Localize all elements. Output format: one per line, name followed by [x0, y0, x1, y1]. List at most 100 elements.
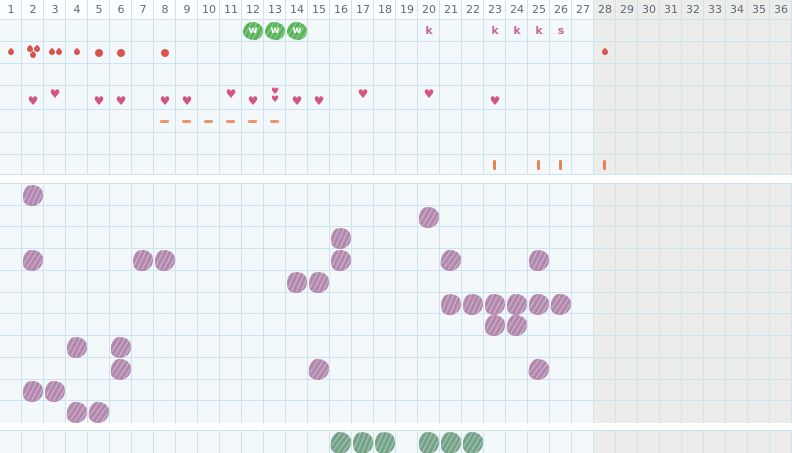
letter-mark[interactable]: k — [425, 24, 433, 37]
day-header-cell: 12 — [246, 3, 260, 16]
fertile-blob[interactable] — [329, 431, 353, 453]
heart-mark[interactable]: ♥ — [357, 87, 369, 101]
w-badge-label: w — [292, 24, 302, 37]
dash-mark[interactable] — [226, 120, 235, 123]
day-header-cell: 3 — [51, 3, 59, 16]
day-header-cell: 5 — [95, 3, 103, 16]
fertile-blob[interactable] — [351, 431, 375, 453]
day-header-cell: 23 — [488, 3, 502, 16]
cervix-w-badge[interactable]: w — [264, 21, 286, 41]
heart-mark[interactable]: ♥ — [159, 94, 171, 108]
observation-blob[interactable] — [88, 401, 110, 423]
observation-blob[interactable] — [528, 293, 550, 315]
w-badge-label: w — [248, 24, 258, 37]
heart-mark[interactable]: ♥ — [27, 94, 39, 108]
heart-mark[interactable]: ♥ — [313, 94, 325, 108]
letter-mark[interactable]: k — [491, 24, 499, 37]
observation-blob[interactable] — [330, 227, 352, 249]
observation-blob[interactable] — [110, 336, 132, 358]
observation-blob[interactable] — [132, 249, 154, 271]
observation-blob[interactable] — [484, 314, 506, 336]
observation-blob[interactable] — [462, 293, 484, 315]
day-header-cell: 22 — [466, 3, 480, 16]
observation-blob[interactable] — [527, 357, 551, 381]
heart-mark[interactable]: ♥ — [489, 94, 501, 108]
heart-mark[interactable]: ♥ — [115, 94, 127, 108]
observation-blob[interactable] — [308, 271, 330, 293]
heart-mark[interactable]: ♥ — [49, 87, 61, 101]
observation-marks-layer — [0, 184, 792, 423]
flow-drop-mark[interactable] — [600, 47, 610, 57]
observation-grid — [0, 183, 792, 423]
dash-mark[interactable] — [204, 120, 213, 123]
observation-blob[interactable] — [308, 358, 330, 380]
observation-blob[interactable] — [330, 249, 352, 271]
observation-blob[interactable] — [419, 207, 439, 227]
heart-mark[interactable]: ♥ — [181, 94, 193, 108]
day-header-row: 1 2 3 4 5 6 7 8 9 10 11 12 13 14 15 16 17 18 19 20 21 22 23 24 2… — [0, 0, 792, 20]
fertile-grid — [0, 430, 792, 453]
observation-blob[interactable] — [286, 271, 308, 293]
dash-mark[interactable] — [160, 120, 169, 123]
observation-blob[interactable] — [484, 293, 506, 315]
day-header-cell: 33 — [708, 3, 722, 16]
flow-dot-mark[interactable] — [95, 49, 103, 57]
observation-blob[interactable] — [506, 293, 528, 315]
observation-blob[interactable] — [439, 292, 463, 316]
day-header-cell: 31 — [664, 3, 678, 16]
day-header-cell: 25 — [532, 3, 546, 16]
observation-blob[interactable] — [66, 401, 88, 423]
observation-blob[interactable] — [44, 380, 66, 402]
fertile-blob[interactable] — [418, 431, 440, 453]
flow-dot-mark[interactable] — [161, 49, 169, 57]
letter-mark[interactable]: k — [513, 24, 521, 37]
flow-dot-mark[interactable] — [117, 49, 125, 57]
day-header-cell: 7 — [139, 3, 147, 16]
dash-mark[interactable] — [270, 120, 279, 123]
observation-blob[interactable] — [66, 336, 88, 358]
heart-mark[interactable]: ♥ — [225, 87, 237, 101]
flow-drop-mark[interactable] — [6, 47, 16, 57]
day-header-cell: 4 — [73, 3, 81, 16]
bar-mark[interactable] — [603, 160, 606, 170]
flow-drop-mark[interactable] — [54, 47, 64, 57]
day-header-cell: 18 — [378, 3, 392, 16]
observation-blob[interactable] — [440, 249, 462, 271]
fertile-blob[interactable] — [373, 431, 397, 453]
observation-blob[interactable] — [506, 314, 528, 336]
observation-blob[interactable] — [154, 249, 176, 271]
day-header-cell: 30 — [642, 3, 656, 16]
letter-mark[interactable]: k — [535, 24, 543, 37]
day-header-cell: 13 — [268, 3, 282, 16]
day-header-cell: 19 — [400, 3, 414, 16]
heart-mark[interactable]: ♥ — [247, 94, 259, 108]
day-header-cell: 21 — [444, 3, 458, 16]
day-header-cell: 32 — [686, 3, 700, 16]
cervix-w-badge[interactable]: w — [286, 21, 308, 41]
symptom-grid: w w w k k k k s ♥ ♥ ♥ ♥ ♥ ♥ ♥ ♥ ♥ ♥ ♥ ♥ ♥ ♥ ♥ — [0, 20, 792, 175]
day-header-cell: 17 — [356, 3, 370, 16]
letter-mark[interactable]: s — [557, 24, 565, 37]
heart-mark[interactable]: ♥ — [93, 94, 105, 108]
dash-mark[interactable] — [182, 120, 191, 123]
bar-mark[interactable] — [559, 160, 562, 170]
dash-mark[interactable] — [248, 120, 257, 123]
observation-blob[interactable] — [22, 184, 44, 206]
day-header-cell: 2 — [29, 3, 37, 16]
observation-blob[interactable] — [550, 293, 572, 315]
fertile-marks-layer — [0, 431, 792, 453]
heart-mark[interactable]: ♥ — [423, 87, 435, 101]
fertile-blob[interactable] — [462, 431, 484, 453]
flow-drop-mark[interactable] — [72, 47, 82, 57]
observation-blob[interactable] — [22, 380, 44, 402]
fertile-blob[interactable] — [441, 432, 461, 453]
heart-mark[interactable]: ♥ — [291, 94, 303, 108]
observation-blob[interactable] — [110, 358, 132, 380]
day-header-cell: 36 — [774, 3, 788, 16]
observation-blob[interactable] — [22, 249, 44, 271]
bar-mark[interactable] — [493, 160, 496, 170]
observation-blob[interactable] — [528, 249, 550, 271]
cervix-w-badge[interactable]: w — [242, 21, 264, 41]
bar-mark[interactable] — [537, 160, 540, 170]
heart-mark[interactable]: ♥ — [270, 95, 280, 105]
